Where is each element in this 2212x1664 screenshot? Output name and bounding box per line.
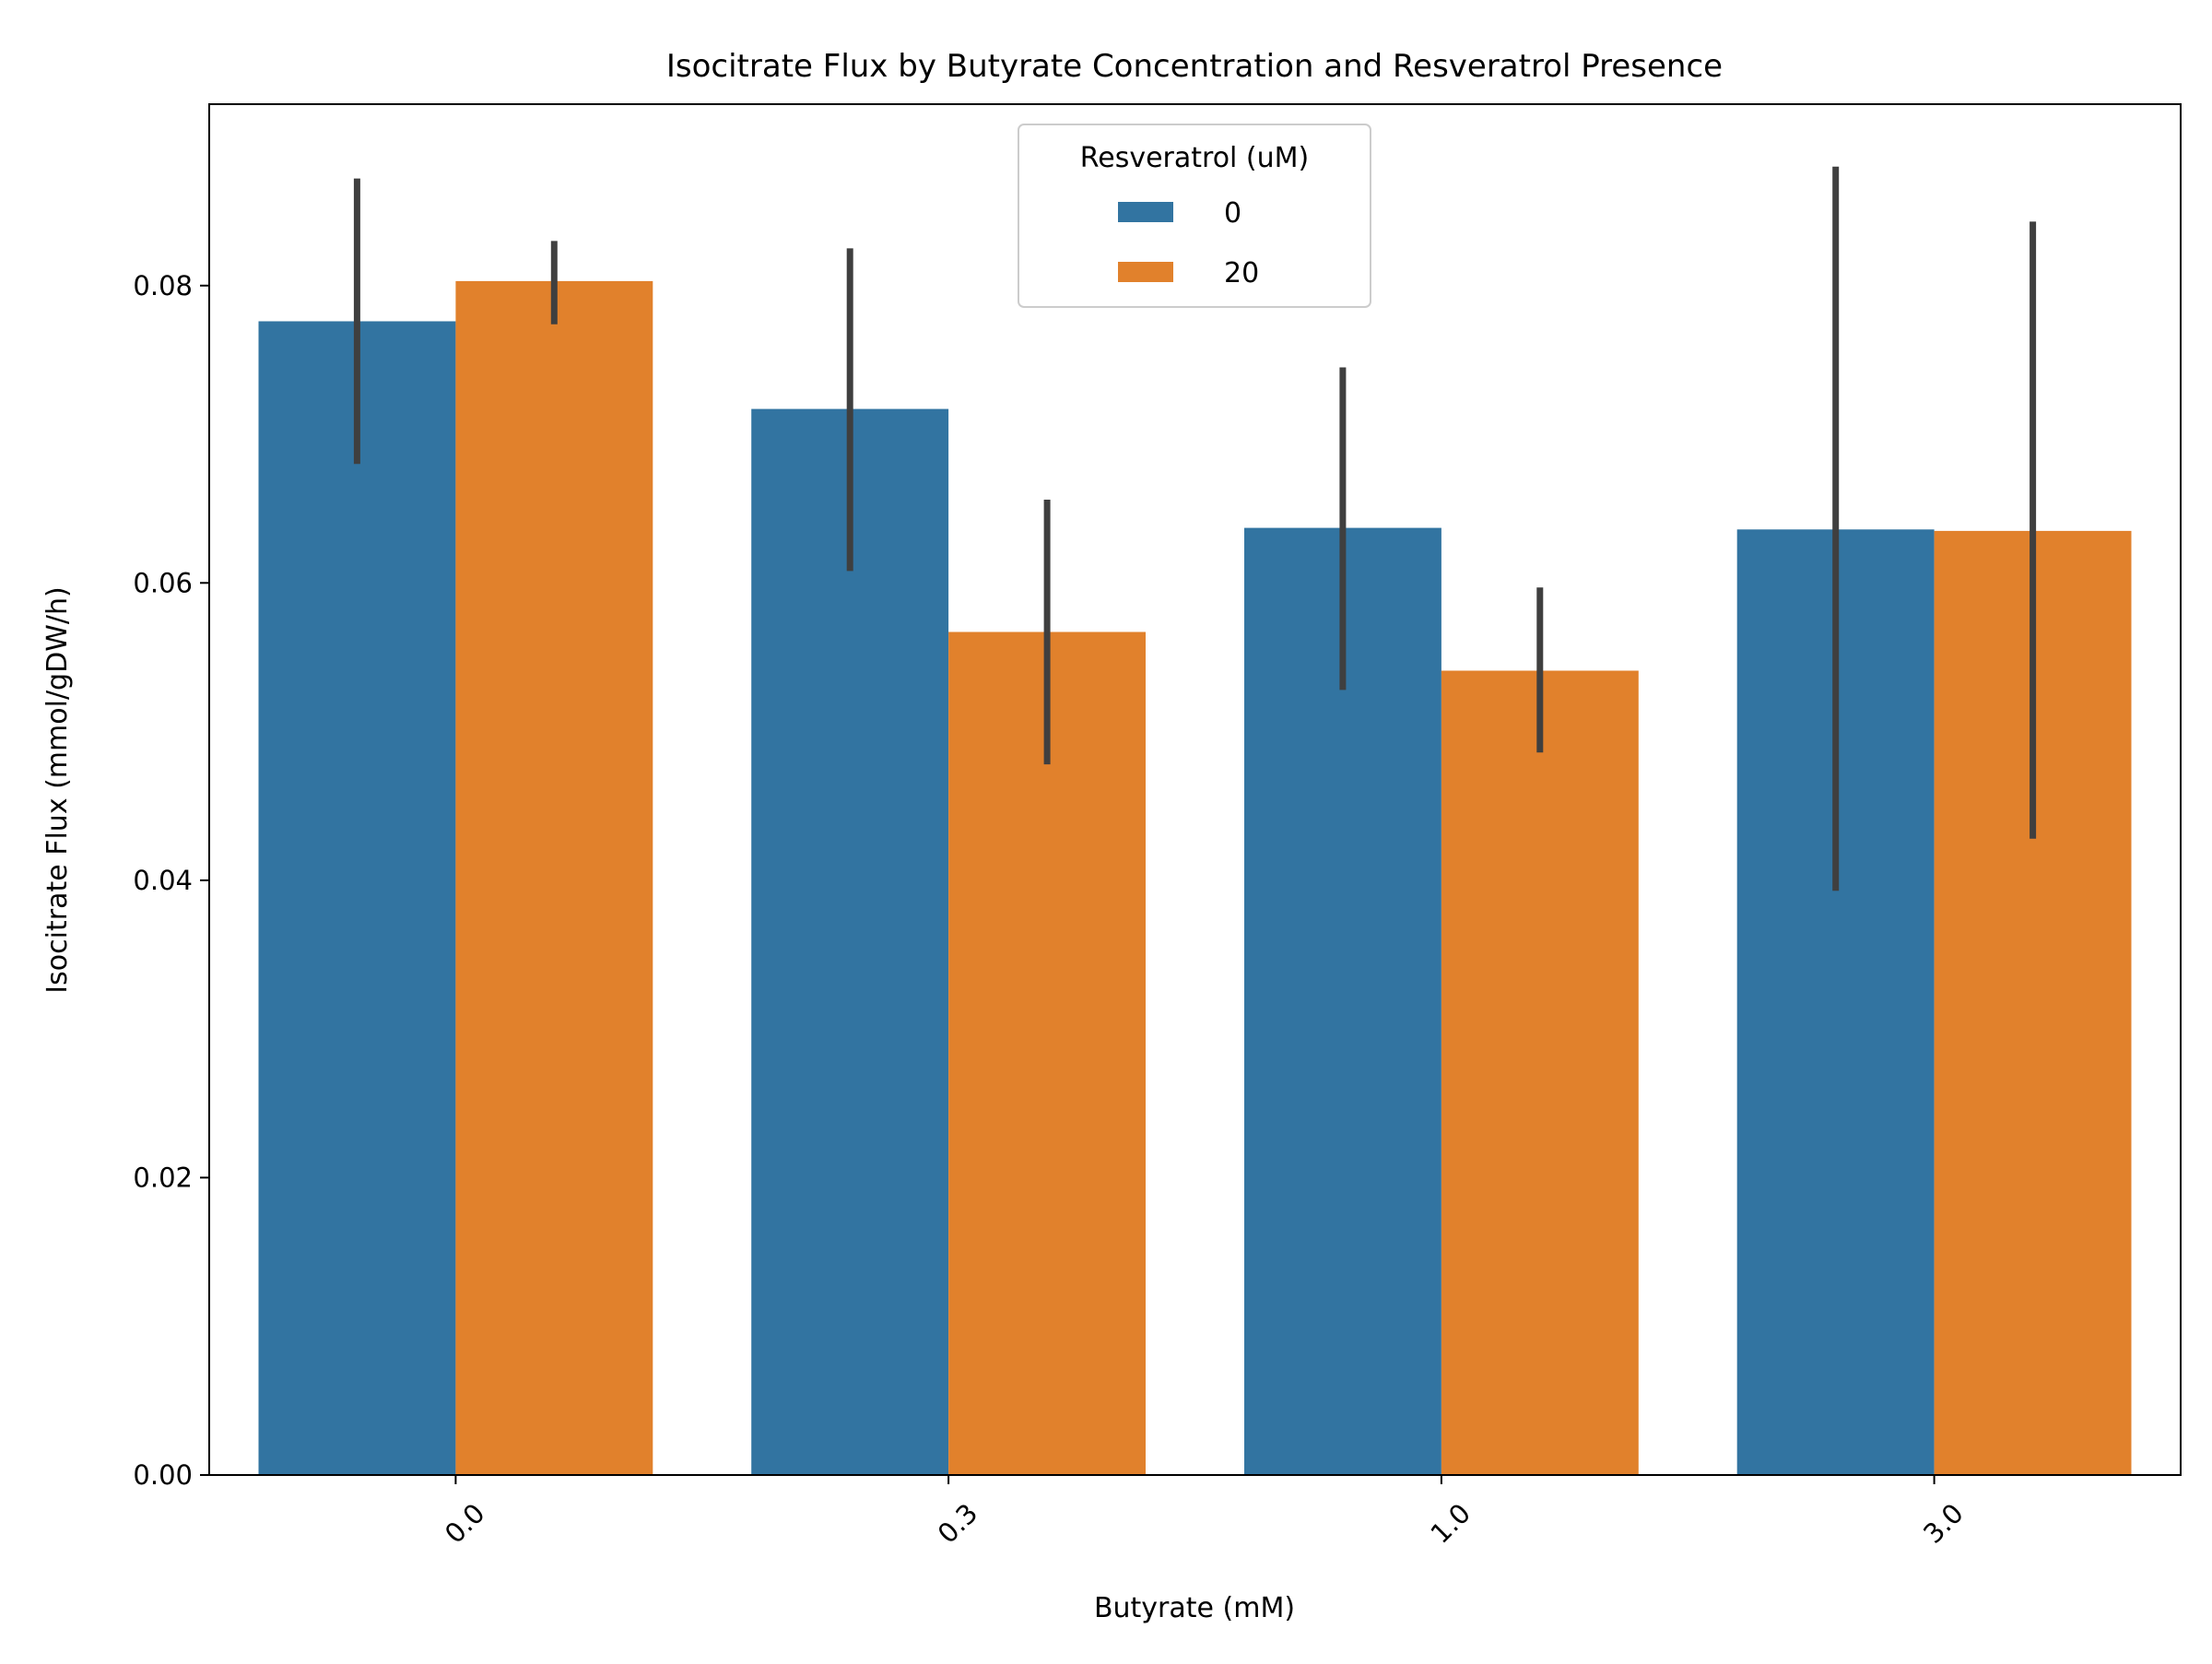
y-tick-label: 0.06 [133,567,193,598]
y-tick-label: 0.02 [133,1162,193,1193]
legend-swatch-resveratrol-0 [1118,202,1173,222]
legend-frame [1018,124,1371,308]
legend-swatch-resveratrol-20 [1118,262,1173,282]
bar-resveratrol-20-butyrate-0.3 [948,631,1146,1475]
bar-resveratrol-20-butyrate-1.0 [1441,670,1639,1475]
x-axis: 0.0 0.3 1.0 3.0 [439,1475,1970,1550]
y-axis-label: Isocitrate Flux (mmol/gDW/h) [41,586,74,993]
bars-layer [258,280,2132,1476]
errorbars-layer [353,166,2037,891]
x-tick-label: 3.0 [1917,1497,1970,1550]
legend: Resveratrol (uM) 0 20 [1018,124,1371,308]
y-tick-label: 0.04 [133,865,193,896]
y-axis: 0.00 0.02 0.04 0.06 0.08 [133,270,209,1491]
x-tick-label: 0.0 [439,1497,491,1550]
legend-label-resveratrol-0: 0 [1224,197,1241,230]
chart-title: Isocitrate Flux by Butyrate Concentratio… [666,48,1723,85]
bar-resveratrol-20-butyrate-0.0 [455,280,653,1475]
plot-frame [208,103,2182,1476]
bar-resveratrol-0-butyrate-0.3 [751,408,949,1476]
x-tick-label: 1.0 [1424,1497,1477,1550]
x-tick-label: 0.3 [932,1497,984,1550]
x-axis-label: Butyrate (mM) [1094,1592,1295,1624]
bar-resveratrol-0-butyrate-0.0 [258,321,456,1475]
y-tick-label: 0.08 [133,270,193,301]
y-tick-label: 0.00 [133,1459,193,1491]
legend-label-resveratrol-20: 20 [1224,257,1259,289]
legend-title: Resveratrol (uM) [1080,142,1309,174]
